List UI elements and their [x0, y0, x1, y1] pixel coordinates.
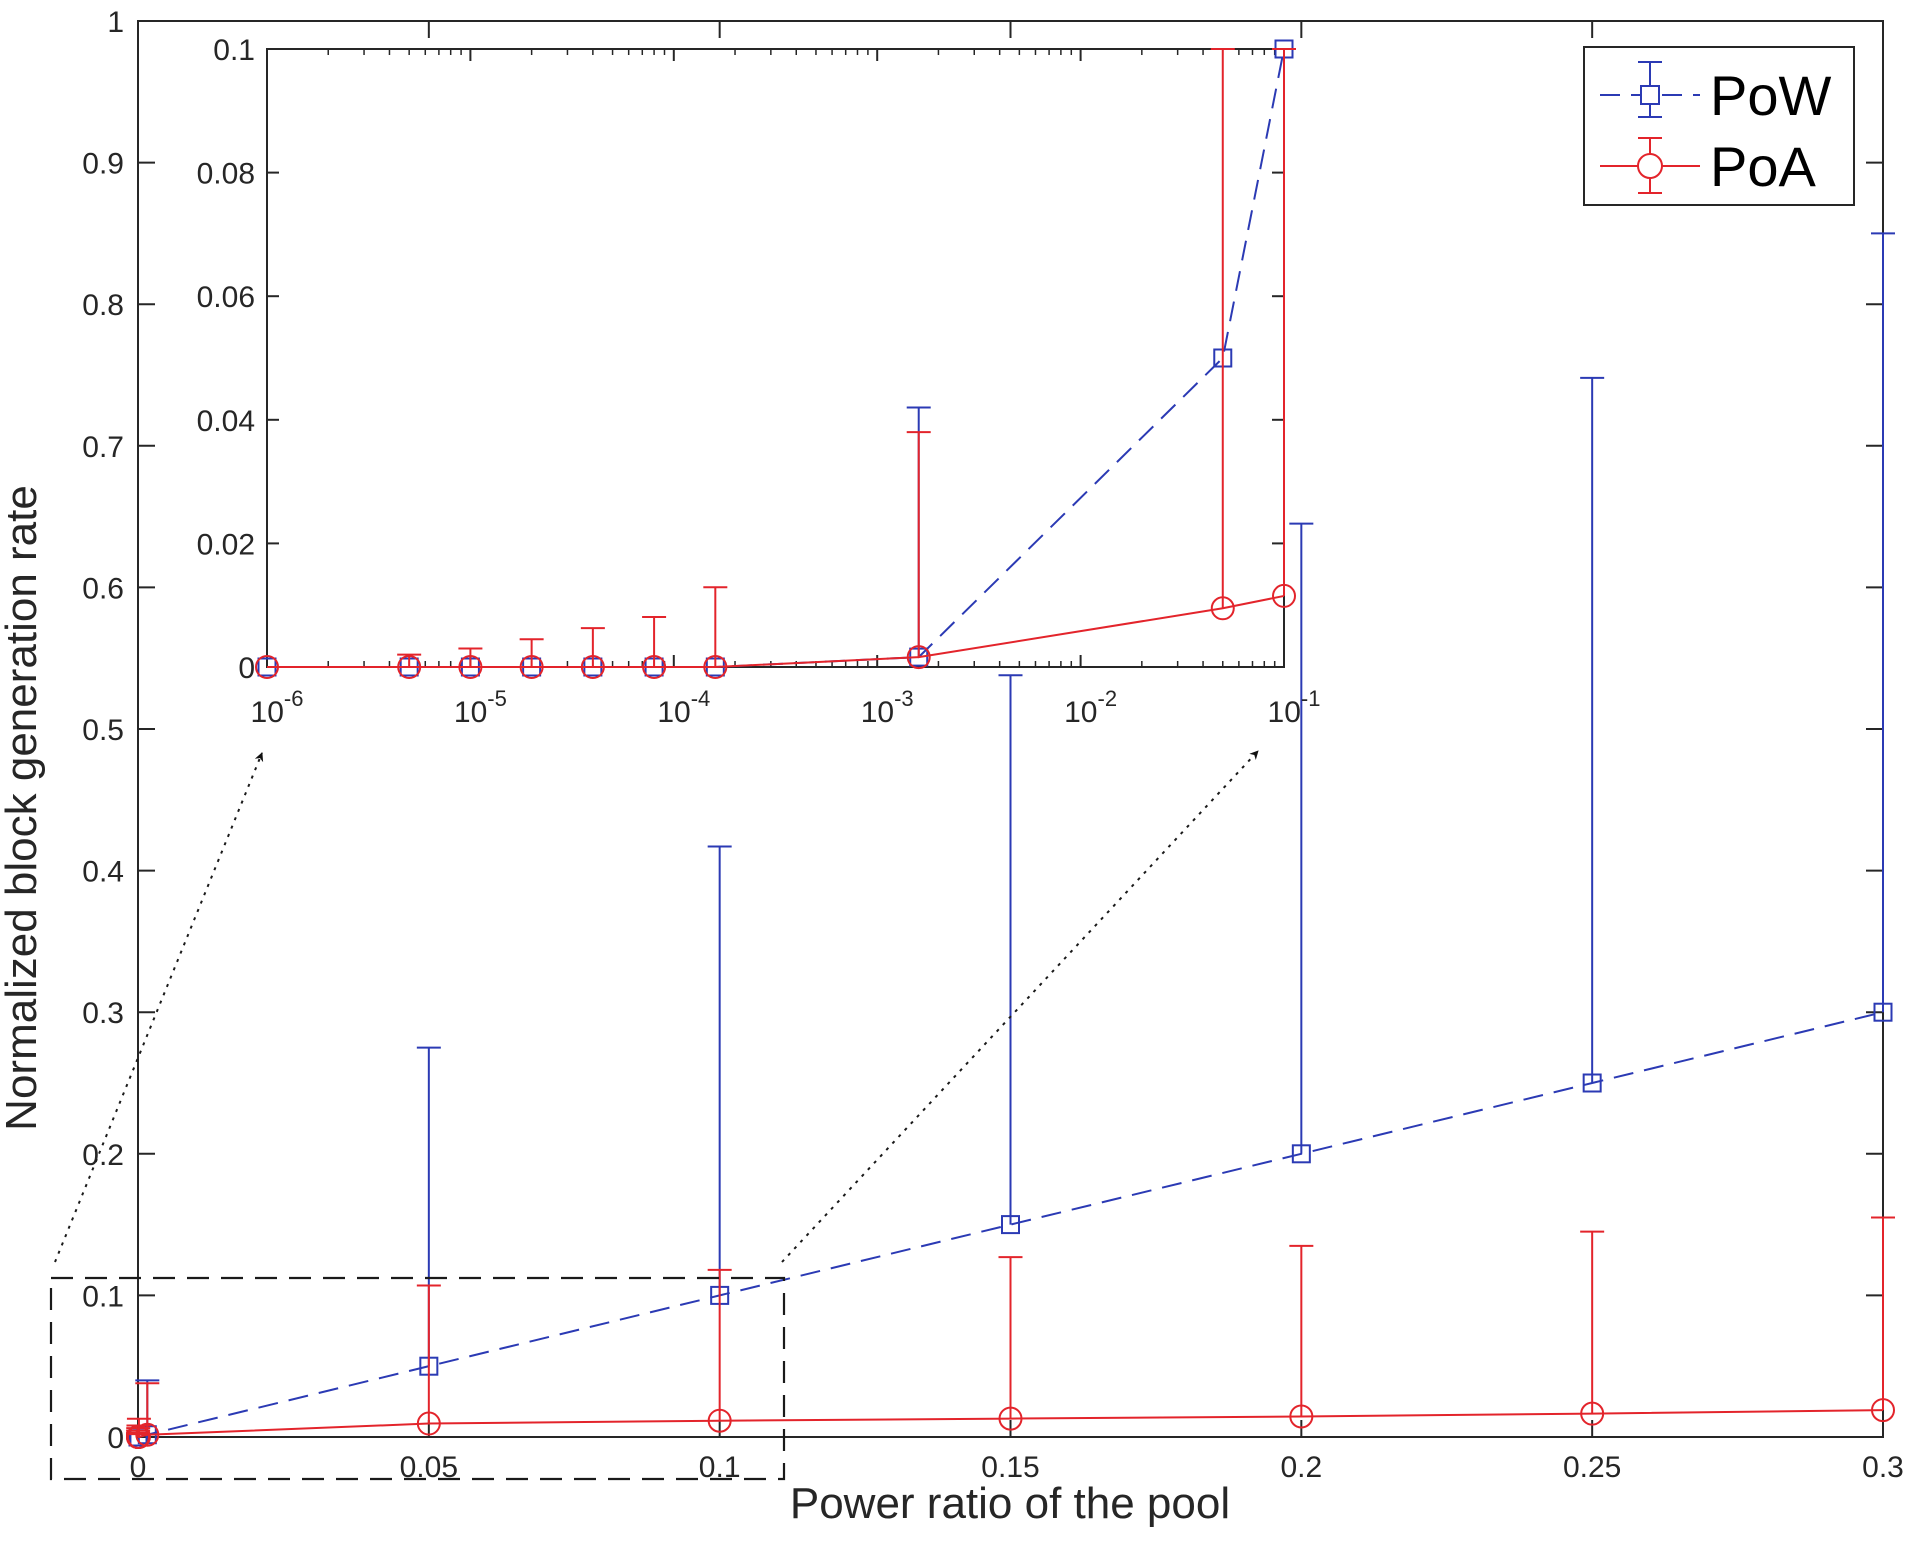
main-poa-point: [707, 1408, 732, 1433]
main-x-tick-label: 0.3: [1862, 1451, 1904, 1484]
inset-poa-point: [642, 655, 667, 679]
inset-y-tick-label: 0.06: [197, 281, 255, 314]
inset-poa-point: [1210, 596, 1235, 621]
inset-poa-point: [458, 655, 483, 679]
main-pow-point: [1582, 1073, 1602, 1093]
main-y-tick-label: 0: [107, 1422, 124, 1455]
x-axis-label: Power ratio of the pool: [790, 1479, 1230, 1528]
inset-poa-point: [1272, 583, 1296, 608]
main-y-tick-label: 0.9: [82, 148, 124, 181]
main-poa-point: [998, 1406, 1023, 1431]
main-y-tick-label: 0.7: [82, 431, 124, 464]
zoom-region-box: [49, 1276, 786, 1481]
legend-box: [1583, 46, 1855, 206]
inset-y-tick-label: 0.04: [197, 405, 255, 438]
inset-x-tick-label: 10-1: [1268, 686, 1321, 729]
inset-poa-point: [255, 655, 279, 679]
main-pow-point: [1291, 1144, 1311, 1164]
main-poa-point: [1871, 1398, 1895, 1423]
inset-x-tick-label: 10-4: [657, 686, 710, 729]
main-x-tick-label: 0.2: [1280, 1451, 1322, 1484]
main-y-tick-label: 0.5: [82, 714, 124, 747]
inset-poa-point: [906, 645, 931, 670]
inset-x-tick-label: 10-2: [1064, 686, 1117, 729]
inset-poa-line: [267, 594, 1285, 668]
legend-poa-marker: [1637, 153, 1663, 179]
main-y-tick-label: 0.4: [82, 856, 124, 889]
legend-poa-label: PoA: [1710, 135, 1816, 198]
main-poa-point: [416, 1411, 441, 1436]
main-pow-point: [1873, 1002, 1893, 1022]
inset-x-tick-label: 10-5: [454, 686, 507, 729]
legend-item-poa: PoA: [1600, 135, 1816, 198]
inset-poa-point: [703, 655, 728, 679]
main-pow-point: [1001, 1215, 1020, 1235]
inset-x-tick-label: 10-3: [861, 686, 914, 729]
legend: PoW PoA: [1583, 46, 1855, 206]
main-poa-point: [126, 1425, 151, 1449]
legend-pow-label: PoW: [1710, 64, 1831, 127]
inset-y-tick-label: 0.02: [197, 528, 255, 561]
inset-poa-point: [397, 655, 422, 679]
inset-x-tick-label: 10-6: [251, 686, 304, 729]
main-x-tick-label: 0: [130, 1451, 147, 1484]
main-poa-point: [1289, 1404, 1314, 1429]
inset-y-tick-label: 0.08: [197, 158, 255, 191]
main-y-tick-label: 0.6: [82, 572, 124, 605]
inset-y-tick-label: 0.1: [213, 34, 255, 67]
main-x-tick-label: 0.15: [981, 1451, 1039, 1484]
zoom-arrow-left: [54, 752, 264, 1263]
legend-item-pow: PoW: [1600, 61, 1831, 127]
main-y-tick-label: 0.1: [82, 1280, 124, 1313]
inset-poa-point: [580, 655, 605, 679]
main-poa-point: [1580, 1401, 1605, 1426]
main-y-tick-label: 0.3: [82, 997, 124, 1030]
main-x-tick-label: 0.25: [1563, 1451, 1621, 1484]
inset-plot-area: [266, 48, 1285, 668]
main-y-tick-label: 1: [107, 6, 124, 39]
inset-y-tick-label: 0: [238, 652, 255, 685]
inset-poa-point: [519, 655, 544, 679]
y-axis-label: Normalized block generation rate: [0, 485, 46, 1131]
main-poa-point: [135, 1422, 160, 1447]
main-y-tick-label: 0.8: [82, 289, 124, 322]
legend-pow-marker: [1640, 85, 1660, 105]
